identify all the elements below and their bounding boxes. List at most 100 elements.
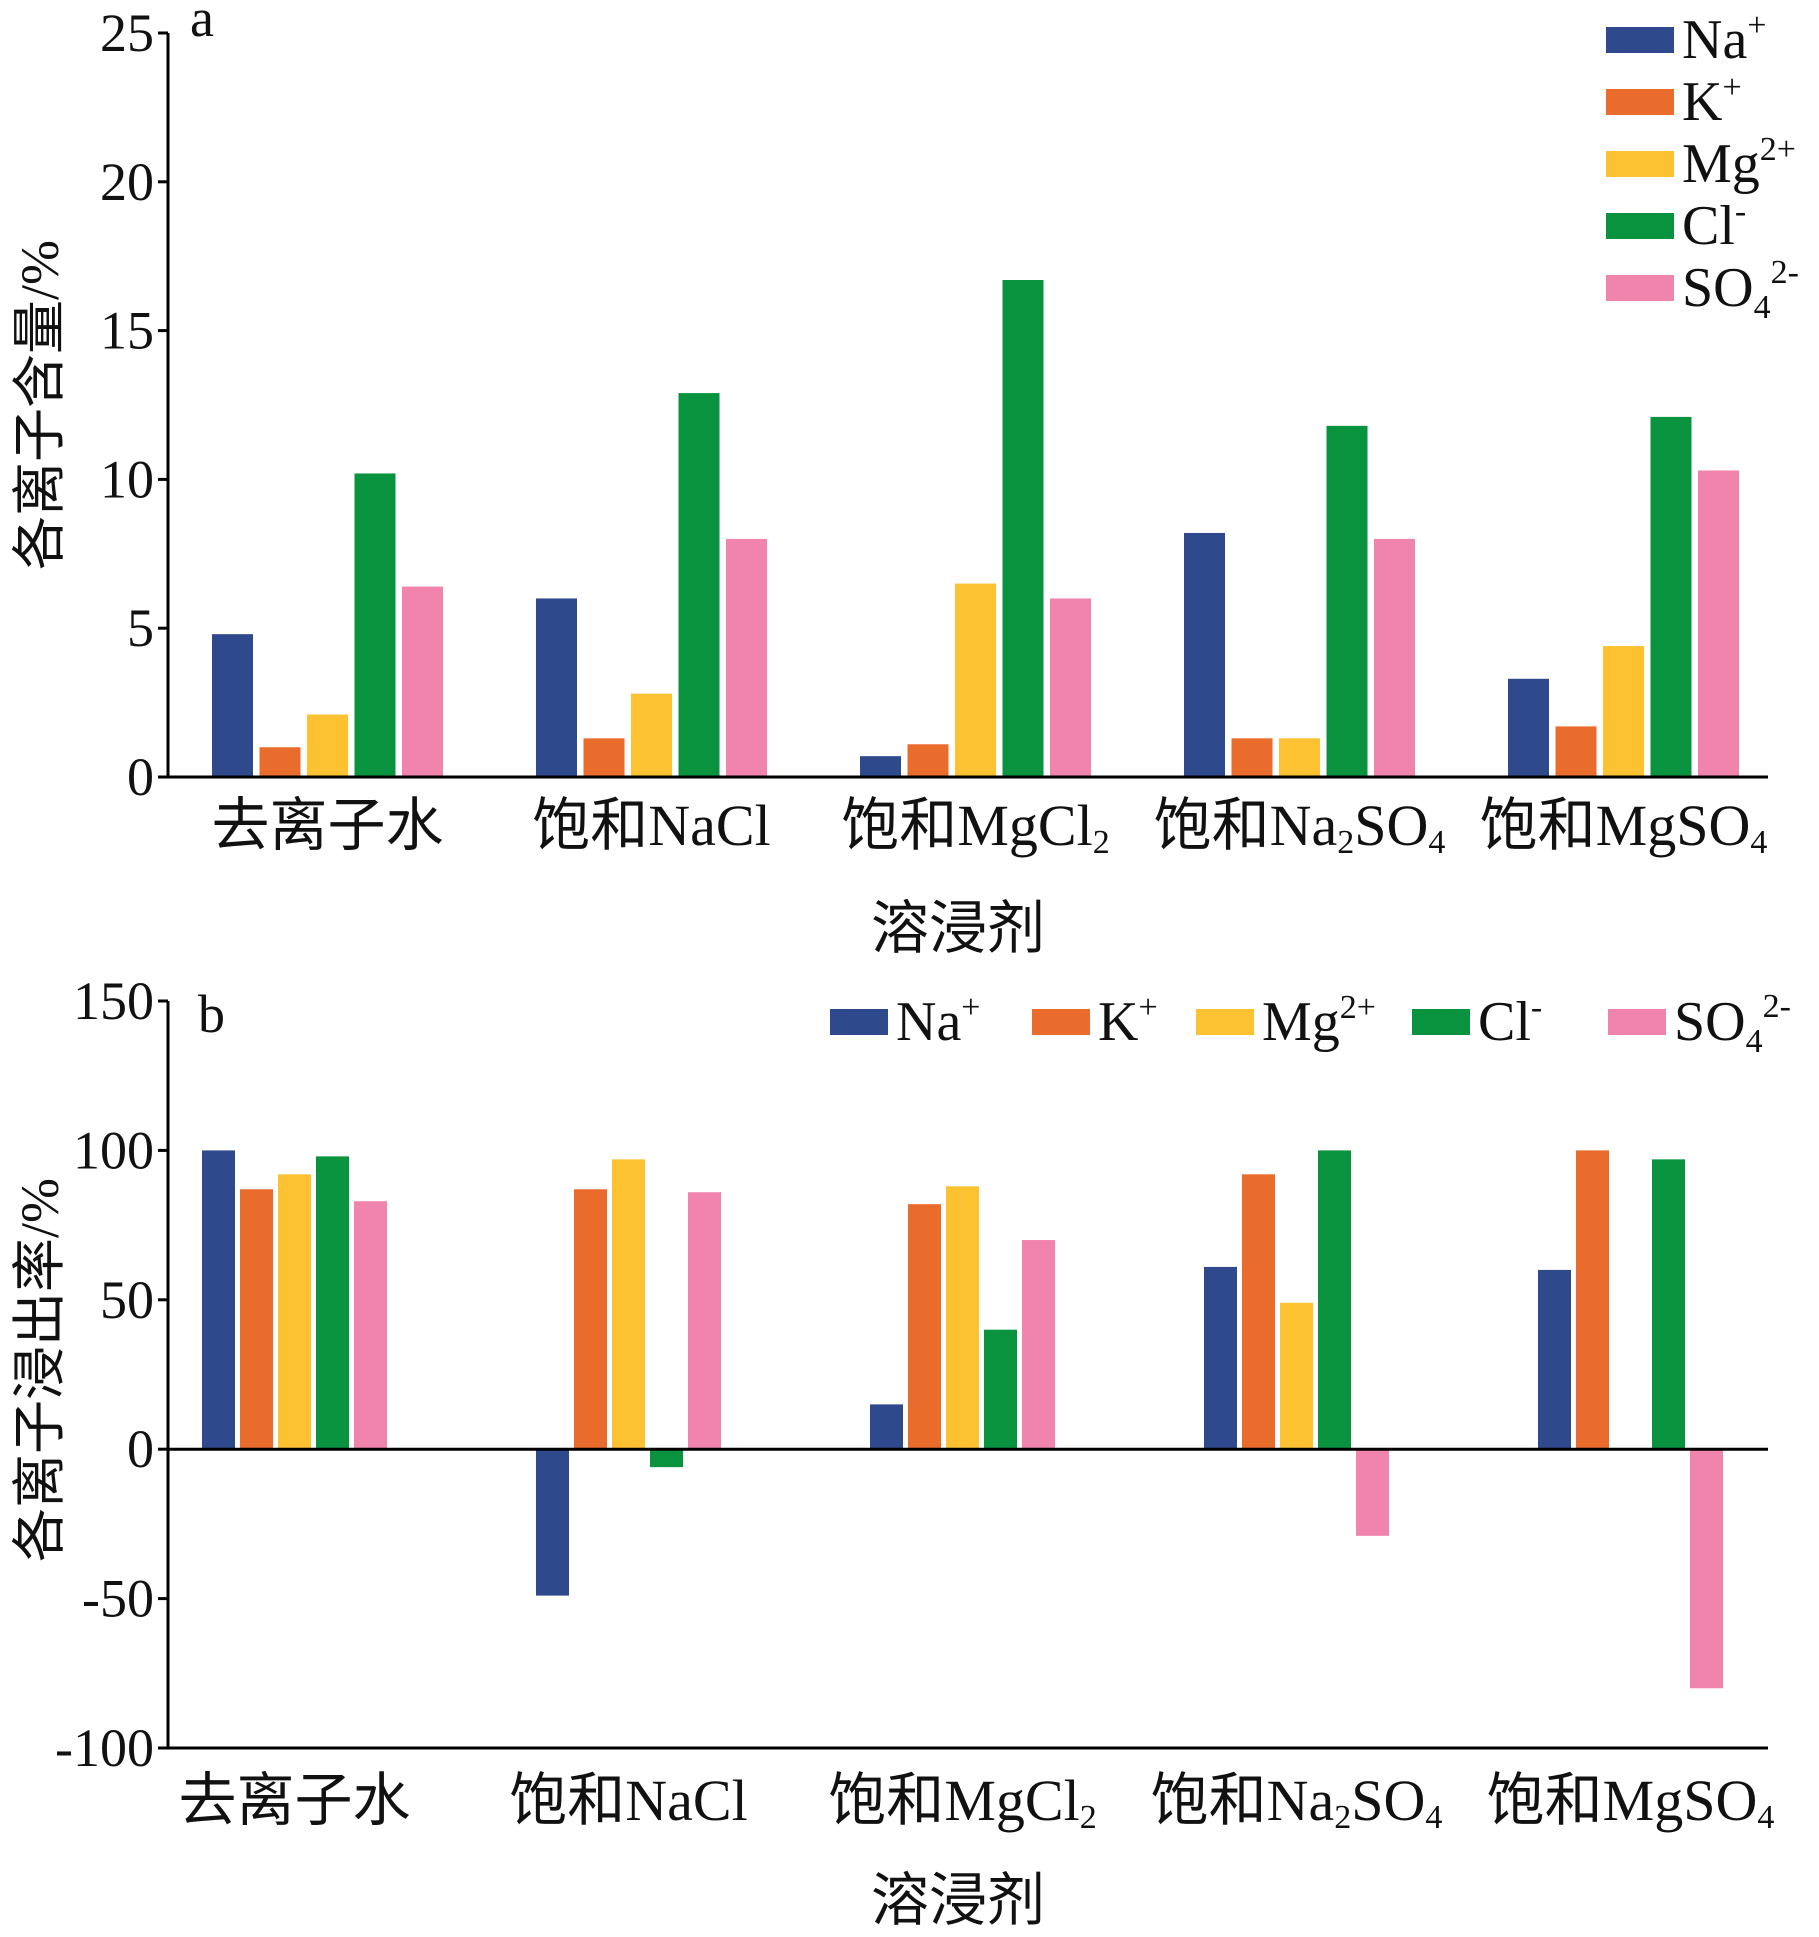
bar-b-na-1 [536,1449,569,1596]
y-tick-label-a-2: 10 [100,449,154,509]
legend-swatch-a-k [1606,89,1674,115]
legend-a: Na+K+Mg2+Cl-SO42- [1606,7,1799,326]
legend-label-a-k: K+ [1682,69,1742,133]
bar-b-so-2 [1022,1240,1055,1450]
bar-a-cl-0 [354,473,396,777]
bar-b-mg-1 [612,1159,645,1450]
legend-label-b-mg: Mg2+ [1262,989,1376,1053]
legend-swatch-a-so [1606,275,1674,301]
bar-a-k-2 [907,744,949,777]
x-tick-label-b-1: 饱和NaCl [509,1768,747,1833]
legend-swatch-b-cl [1412,1009,1470,1035]
y-tick-label-b-0: -100 [55,1718,154,1778]
bar-b-mg-3 [1280,1302,1313,1450]
legend-swatch-b-so [1608,1009,1666,1035]
legend-swatch-a-cl [1606,213,1674,239]
bar-a-cl-2 [1002,280,1044,777]
bar-a-mg-0 [307,714,348,777]
bar-a-so-0 [402,586,443,777]
y-tick-label-a-5: 25 [100,3,154,63]
y-tick-label-a-1: 5 [127,598,154,658]
bar-b-na-0 [202,1150,235,1450]
bar-a-so-4 [1698,470,1739,777]
legend-label-a-mg: Mg2+ [1682,131,1796,195]
y-axis-title-b: 各离子浸出率/% [10,1178,70,1562]
legend-label-a-so: SO42- [1682,254,1799,326]
bar-b-so-1 [688,1192,721,1450]
bar-a-k-3 [1231,738,1273,777]
x-axis-title-b: 溶浸剂 [871,1868,1045,1933]
chart-panel-a: 0 5 10 15 20 25 去离子水 饱和NaCl 饱和MgCl2 饱和Na2SO4 饱和MgS… [10,0,1799,961]
bar-a-so-1 [726,538,767,777]
bar-a-cl-1 [678,393,720,777]
legend-swatch-b-na [830,1009,888,1035]
x-tick-label-b-0: 去离子水 [178,1768,410,1833]
bar-b-cl-0 [316,1156,349,1450]
bar-a-so-2 [1050,598,1091,777]
y-axis-title-a: 各离子含量/% [10,240,70,570]
legend-label-a-cl: Cl- [1682,193,1746,257]
bar-a-mg-1 [631,693,672,777]
bar-b-k-3 [1242,1174,1275,1450]
bar-b-mg-0 [278,1174,311,1450]
bar-a-cl-3 [1326,425,1368,777]
bar-b-cl-1 [650,1449,683,1468]
bar-a-mg-3 [1279,738,1320,777]
x-tick-label-a-2: 饱和MgCl2 [841,793,1109,861]
x-axis-title-a: 溶浸剂 [871,896,1045,961]
bar-a-na-0 [212,634,253,777]
bar-a-cl-4 [1650,416,1692,777]
bar-b-na-4 [1538,1269,1571,1450]
bar-b-na-2 [870,1404,903,1450]
bar-b-cl-2 [984,1329,1017,1450]
bar-a-mg-4 [1603,646,1644,777]
y-tick-label-b-5: 150 [73,971,154,1031]
y-tick-label-a-0: 0 [127,747,154,807]
y-tick-label-b-2: 0 [127,1419,154,1479]
legend-label-a-na: Na+ [1682,7,1766,71]
bar-b-na-3 [1204,1266,1237,1450]
y-tick-label-a-4: 20 [100,152,154,212]
x-tick-label-b-3: 饱和Na2SO4 [1151,1768,1443,1836]
legend-label-b-so: SO42- [1674,988,1791,1060]
bar-a-k-4 [1555,726,1597,777]
legend-label-b-na: Na+ [896,989,980,1053]
bar-a-k-0 [259,747,301,777]
bar-b-k-2 [908,1204,941,1450]
legend-swatch-b-k [1032,1009,1090,1035]
panel-label-a: a [190,0,214,48]
x-tick-label-a-0: 去离子水 [211,793,443,858]
legend-swatch-b-mg [1196,1009,1254,1035]
chart-panel-b: -100 -50 0 50 100 150 去离子水 饱和NaCl 饱和MgCl2 饱和Na2SO… [10,971,1791,1933]
bar-a-na-3 [1184,532,1225,777]
bar-b-cl-3 [1318,1150,1351,1450]
bar-a-so-3 [1374,538,1415,777]
bar-b-so-3 [1356,1449,1389,1536]
bar-b-cl-4 [1652,1159,1685,1450]
bar-a-na-4 [1508,678,1549,777]
legend-label-b-cl: Cl- [1478,989,1542,1053]
bar-b-k-1 [574,1189,607,1450]
bar-a-k-1 [583,738,625,777]
bar-b-k-0 [240,1189,273,1450]
bar-b-mg-2 [946,1186,979,1450]
legend-b: Na+ K+ Mg2+ Cl- SO42- [830,988,1791,1060]
bar-a-mg-2 [955,583,996,777]
bar-b-so-0 [354,1201,387,1450]
bar-a-na-1 [536,598,577,777]
y-tick-label-b-3: 50 [100,1270,154,1330]
x-tick-label-a-3: 饱和Na2SO4 [1154,793,1446,861]
x-tick-label-a-4: 饱和MgSO4 [1480,793,1768,861]
y-tick-label-b-1: -50 [82,1569,154,1629]
panel-label-b: b [198,984,225,1044]
y-tick-label-b-4: 100 [73,1120,154,1180]
x-tick-label-b-2: 饱和MgCl2 [828,1768,1096,1836]
bar-b-k-4 [1576,1150,1609,1450]
legend-swatch-a-na [1606,27,1674,53]
legend-swatch-a-mg [1606,151,1674,177]
bar-b-so-4 [1690,1449,1723,1689]
x-tick-label-a-1: 饱和NaCl [532,793,770,858]
legend-label-b-k: K+ [1098,989,1158,1053]
bar-a-na-2 [860,756,901,777]
